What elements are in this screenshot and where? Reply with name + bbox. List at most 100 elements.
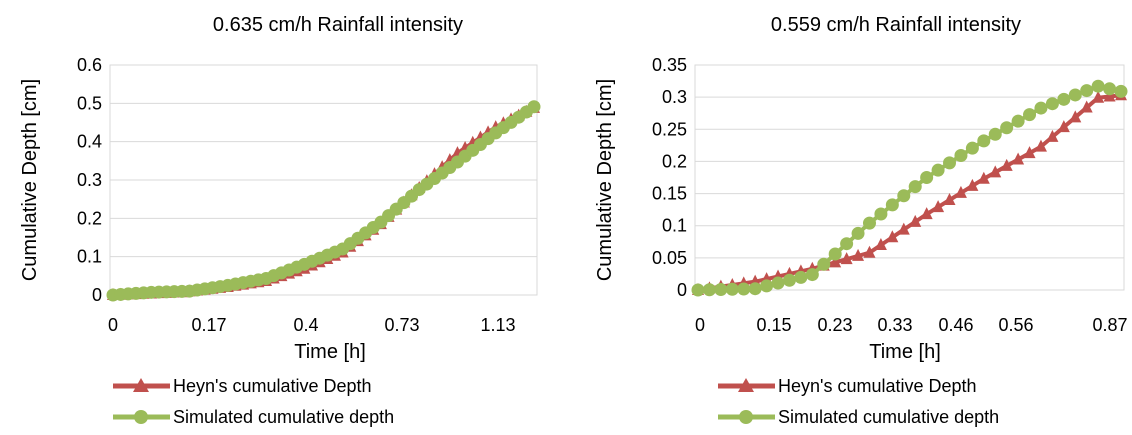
- data-point-heyn: [920, 207, 933, 220]
- data-point-heyn: [1000, 158, 1013, 171]
- data-point-simulated: [908, 180, 922, 194]
- legend: Heyn's cumulative Depth Simulated cumula…: [113, 376, 394, 427]
- legend-label-simulated: Simulated cumulative depth: [173, 407, 394, 427]
- y-tick-label: 0.6: [77, 55, 102, 75]
- y-axis-title: Cumulative Depth [cm]: [594, 79, 616, 281]
- data-point-heyn: [897, 222, 910, 235]
- data-point-simulated: [897, 189, 911, 203]
- data-point-simulated: [771, 276, 785, 290]
- data-point-heyn: [943, 193, 956, 205]
- y-tick-label: 0.3: [77, 170, 102, 190]
- x-tick-label: 0.73: [384, 315, 419, 335]
- data-point-simulated: [737, 282, 751, 296]
- x-tick-label: 0: [108, 315, 118, 335]
- data-point-simulated: [965, 141, 979, 155]
- data-point-heyn: [977, 171, 990, 184]
- x-tick-label: 0.15: [756, 315, 791, 335]
- data-point-simulated: [702, 283, 716, 297]
- x-tick-label: 0.56: [998, 315, 1033, 335]
- x-tick-label: 1.13: [480, 315, 515, 335]
- data-point-heyn: [863, 245, 876, 258]
- legend-label-simulated: Simulated cumulative depth: [778, 407, 999, 427]
- circle-marker-icon: [134, 410, 148, 424]
- data-point-heyn: [954, 185, 967, 198]
- data-point-simulated: [943, 156, 957, 170]
- data-point-heyn: [909, 214, 922, 227]
- data-point-heyn: [874, 238, 887, 250]
- plot-area: [106, 100, 541, 302]
- y-tick-label: 0.4: [77, 132, 102, 152]
- data-point-simulated: [1034, 101, 1048, 115]
- data-point-simulated: [817, 257, 831, 271]
- x-tick-label: 0.33: [877, 315, 912, 335]
- x-tick-label: 0.17: [191, 315, 226, 335]
- x-tick-label: 0: [695, 315, 705, 335]
- y-tick-label: 0.25: [652, 119, 687, 139]
- data-point-simulated: [1011, 114, 1025, 128]
- y-axis-ticks: 0 0.1 0.2 0.3 0.4 0.5 0.6: [77, 55, 102, 305]
- x-axis-title: Time [h]: [294, 341, 366, 363]
- data-point-heyn: [886, 230, 899, 243]
- legend-label-heyn: Heyn's cumulative Depth: [778, 376, 977, 396]
- y-tick-label: 0.1: [662, 216, 687, 236]
- y-tick-label: 0.1: [77, 247, 102, 267]
- x-axis-title: Time [h]: [869, 341, 941, 363]
- data-point-simulated: [805, 268, 819, 282]
- data-point-simulated: [691, 283, 705, 297]
- y-tick-label: 0.2: [77, 208, 102, 228]
- data-point-simulated: [1023, 108, 1037, 122]
- gridlines: [694, 64, 1125, 291]
- data-point-simulated: [1080, 84, 1094, 98]
- legend: Heyn's cumulative Depth Simulated cumula…: [718, 376, 999, 427]
- y-tick-label: 0.3: [662, 87, 687, 107]
- legend-item-simulated: Simulated cumulative depth: [113, 407, 394, 427]
- chart-title: 0.559 cm/h Rainfall intensity: [771, 14, 1021, 36]
- data-point-simulated: [977, 134, 991, 148]
- data-point-simulated: [1114, 84, 1128, 98]
- data-point-heyn: [829, 255, 842, 268]
- data-point-heyn: [1046, 129, 1059, 142]
- x-tick-label: 0.87: [1092, 315, 1127, 335]
- data-point-simulated: [760, 279, 774, 293]
- triangle-marker-icon: [738, 378, 754, 392]
- data-point-simulated: [748, 282, 762, 296]
- x-axis-ticks: 0 0.17 0.4 0.73 1.13: [108, 315, 516, 335]
- chart-title: 0.635 cm/h Rainfall intensity: [213, 14, 463, 36]
- y-axis-ticks: 0 0.05 0.1 0.15 0.2 0.25 0.3 0.35: [652, 55, 687, 300]
- data-point-simulated: [1068, 88, 1082, 102]
- data-point-simulated: [527, 100, 541, 114]
- x-tick-label: 0.4: [293, 315, 318, 335]
- data-point-simulated: [931, 163, 945, 177]
- y-tick-label: 0.15: [652, 184, 687, 204]
- data-point-simulated: [851, 226, 865, 240]
- circle-marker-icon: [739, 410, 753, 424]
- chart-rainfall-0559: 0.559 cm/h Rainfall intensity 0 0.05 0.1 0.…: [594, 14, 1128, 427]
- data-point-simulated: [988, 127, 1002, 141]
- data-point-simulated: [794, 270, 808, 284]
- data-point-heyn: [966, 178, 979, 191]
- data-point-heyn: [1103, 89, 1116, 102]
- data-point-simulated: [725, 282, 739, 296]
- data-point-heyn: [852, 248, 865, 261]
- y-tick-label: 0.05: [652, 248, 687, 268]
- data-point-simulated: [1091, 79, 1105, 93]
- legend-item-simulated: Simulated cumulative depth: [718, 407, 999, 427]
- data-point-simulated: [840, 237, 854, 251]
- data-point-heyn: [1023, 146, 1036, 159]
- data-point-simulated: [714, 282, 728, 296]
- plot-area: [691, 79, 1128, 297]
- y-tick-label: 0.35: [652, 55, 687, 75]
- data-point-simulated: [920, 171, 934, 184]
- x-tick-label: 0.23: [817, 315, 852, 335]
- data-point-simulated: [1000, 121, 1014, 135]
- gridlines: [109, 64, 538, 296]
- y-tick-label: 0.2: [662, 151, 687, 171]
- data-point-simulated: [1057, 92, 1071, 106]
- legend-item-heyn: Heyn's cumulative Depth: [718, 376, 977, 396]
- data-point-simulated: [862, 216, 876, 230]
- x-tick-label: 0.46: [938, 315, 973, 335]
- data-point-heyn: [1080, 100, 1093, 113]
- x-axis-ticks: 0 0.15 0.23 0.33 0.46 0.56 0.87: [695, 315, 1128, 335]
- data-point-simulated: [1045, 97, 1059, 111]
